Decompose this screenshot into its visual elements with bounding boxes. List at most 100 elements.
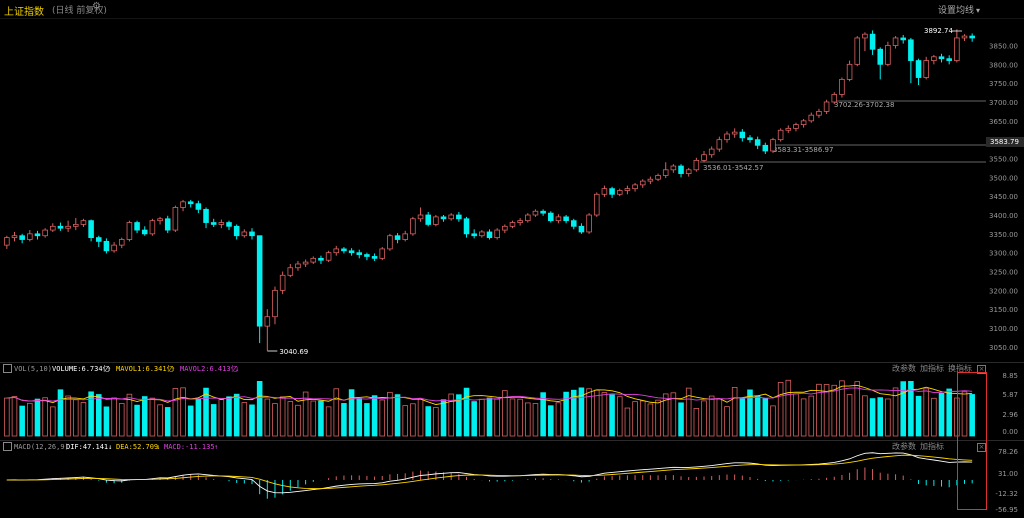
volume-bar	[249, 404, 255, 437]
candle-body	[433, 216, 439, 225]
volume-bar	[164, 407, 171, 437]
volume-bar	[586, 388, 592, 437]
volume-bar	[877, 397, 884, 437]
vol-close-icon[interactable]: ×	[977, 365, 986, 374]
candle-body	[754, 139, 761, 146]
volume-bar	[279, 396, 286, 437]
candle-body	[27, 233, 33, 240]
volume-bar	[157, 404, 163, 437]
volume-bar	[540, 392, 546, 437]
volume-bar	[440, 399, 447, 437]
macd-axis-label: -56.95	[995, 506, 1018, 514]
vol-axis-label: 5.87	[1002, 391, 1018, 399]
volume-bar	[915, 395, 922, 437]
price-tick-label: 3650.00	[989, 118, 1018, 126]
macd-axis-label: 31.00	[998, 470, 1018, 478]
volume-bar	[42, 397, 48, 437]
dea-value: DEA:52.709	[116, 443, 159, 451]
security-name[interactable]: 上证指数	[4, 7, 44, 18]
volume-bar	[731, 387, 738, 437]
volume-bar	[57, 389, 64, 437]
candle-body	[272, 289, 278, 318]
candle-body	[670, 165, 677, 171]
mavol1-line	[6, 384, 973, 405]
macd-checkbox[interactable]	[3, 442, 12, 451]
volume-bar	[555, 402, 562, 437]
volume-bar	[900, 381, 906, 437]
vol-edit-params-button[interactable]: 改参数	[892, 364, 916, 373]
volume-bar	[264, 398, 271, 437]
volume-bar	[486, 397, 493, 437]
volume-bar	[325, 406, 332, 437]
candle-body	[425, 214, 431, 225]
volume-bar	[647, 403, 654, 437]
volume-bar	[846, 394, 853, 437]
candle-body	[341, 248, 347, 252]
candle-body	[908, 39, 914, 61]
candle-body	[823, 101, 830, 112]
gear-icon[interactable]: ⚙	[92, 1, 101, 12]
candle-body	[593, 193, 600, 216]
macd-close-icon[interactable]: ×	[977, 443, 986, 452]
volume-bar	[371, 395, 378, 437]
candle-body	[50, 225, 56, 231]
chevron-down-icon: ▾	[975, 6, 980, 15]
volume-bar	[823, 384, 830, 437]
volume-bar	[333, 388, 340, 437]
candle-body	[302, 261, 309, 265]
vol-switch-indicator-button[interactable]: 换指标	[948, 364, 972, 373]
macd-indicator-name[interactable]: MACD(12,26,9)	[14, 443, 69, 451]
volume-bar	[65, 395, 71, 437]
volume-bar	[172, 388, 179, 437]
volume-bar	[708, 395, 715, 437]
volume-bar	[103, 406, 110, 437]
volume-bar	[931, 397, 937, 437]
macd-edit-params-button[interactable]: 改参数	[892, 442, 916, 451]
candle-body	[877, 48, 884, 65]
dif-value: DIF:47.141	[66, 443, 109, 451]
volume-bar	[754, 395, 761, 437]
volume-bar	[471, 401, 477, 437]
volume-bar	[862, 395, 868, 437]
price-tick-label: 3100.00	[989, 325, 1018, 333]
volume-bar	[509, 398, 516, 437]
dea-line	[6, 454, 973, 490]
candle-body	[210, 222, 217, 225]
candle-body	[287, 267, 294, 276]
candle-body	[678, 165, 684, 174]
candle-body	[486, 231, 493, 239]
vol-axis-label: 0.00	[1002, 428, 1018, 436]
vol-add-indicator-button[interactable]: 加指标	[920, 364, 944, 373]
candle-body	[900, 37, 906, 41]
candle-body	[249, 231, 255, 237]
volume-bar	[11, 396, 18, 437]
vol-checkbox[interactable]	[3, 364, 12, 373]
vol-indicator-name[interactable]: VOL(5,10)	[14, 365, 52, 373]
volume-bar	[517, 398, 523, 437]
candle-body	[655, 175, 661, 180]
volume-bar	[425, 406, 431, 437]
volume-bar	[226, 396, 232, 437]
volume-bar	[892, 387, 899, 437]
candle-body	[318, 257, 324, 261]
price-tick-label: 3550.00	[989, 156, 1018, 164]
candle-body	[915, 60, 922, 78]
volume-bar	[693, 408, 700, 437]
volume-bar	[295, 404, 301, 437]
volume-bar	[525, 402, 531, 437]
macd-arrow-icon: ↑	[214, 443, 219, 451]
candle-body	[609, 188, 615, 195]
volume-bar	[670, 392, 677, 437]
candle-body	[279, 274, 286, 291]
set-ma-button[interactable]: 设置均线 ▾	[938, 3, 980, 16]
candle-body	[731, 131, 738, 135]
volume-bar	[923, 388, 929, 437]
candle-body	[417, 214, 424, 220]
period-label[interactable]: (日线 前复权)	[52, 6, 107, 16]
volume-bar	[348, 389, 355, 437]
candle-body	[563, 216, 569, 222]
candle-body	[448, 214, 454, 220]
volume-bar	[195, 398, 202, 437]
macd-add-indicator-button[interactable]: 加指标	[920, 442, 944, 451]
